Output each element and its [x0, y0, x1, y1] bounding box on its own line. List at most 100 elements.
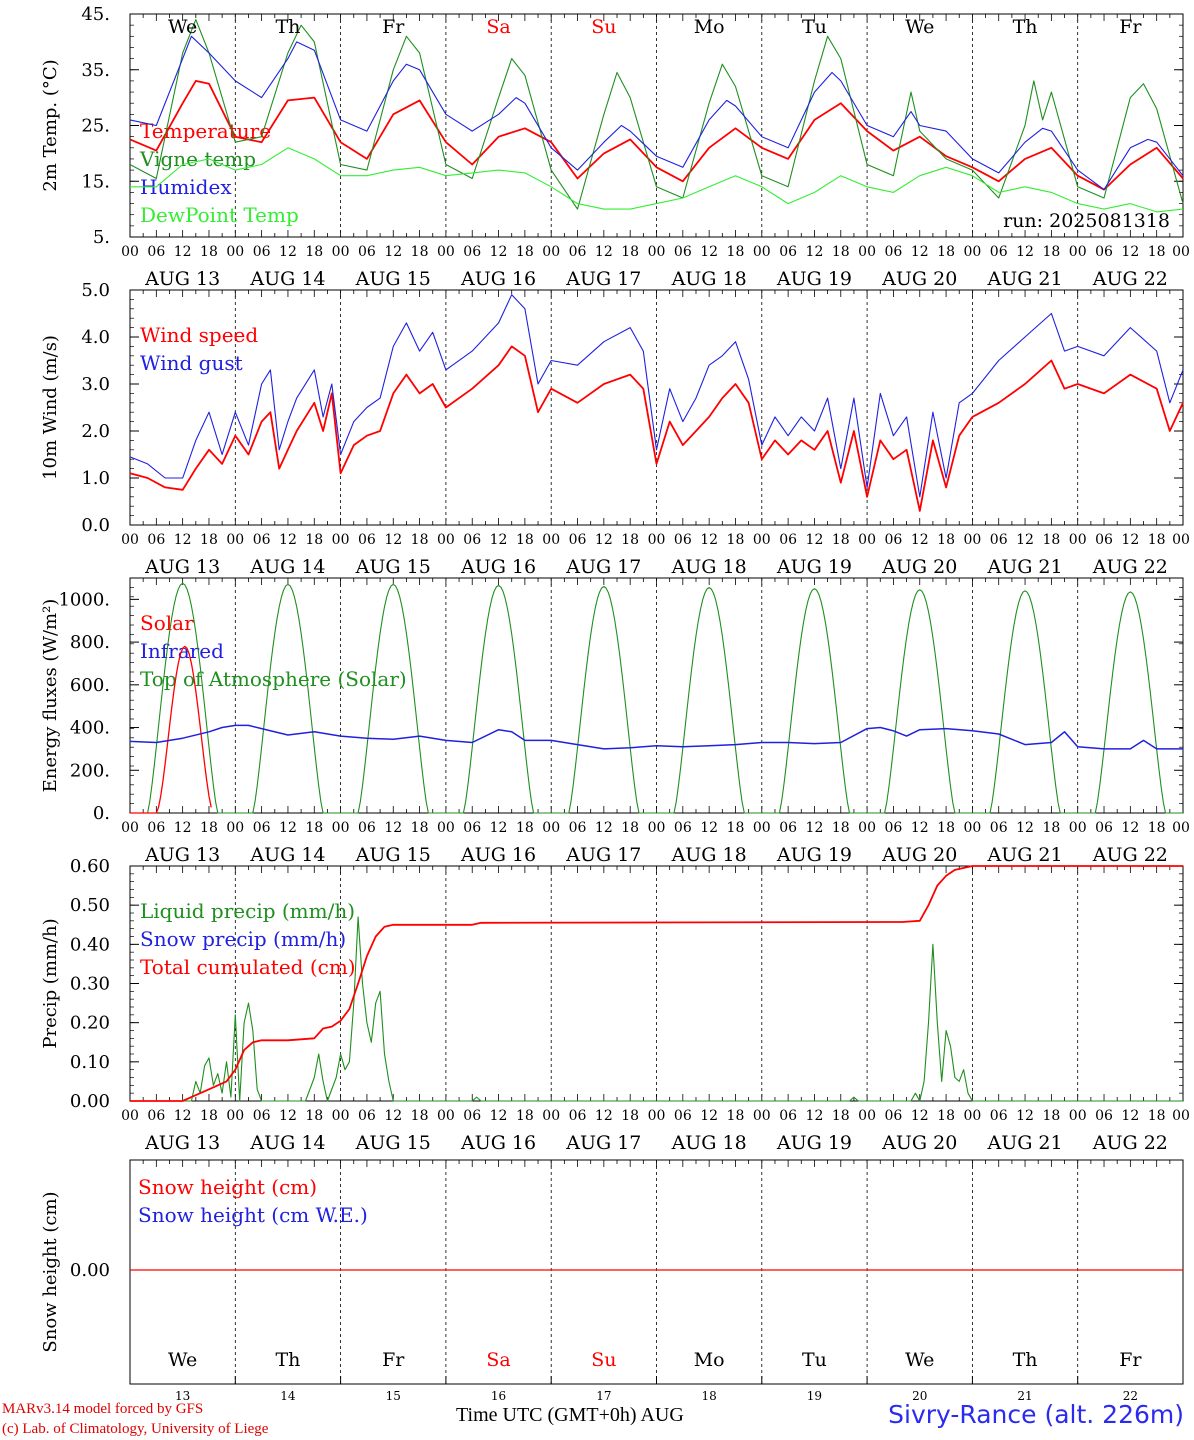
x-hour-label: 12 [595, 244, 613, 260]
x-date-label: AUG 16 [460, 556, 536, 578]
x-hour-label: 06 [147, 532, 165, 548]
y-tick-label: 1000. [58, 589, 110, 610]
x-hour-label: 00 [332, 820, 350, 836]
day-abbr-bottom: Tu [802, 1349, 827, 1371]
day-abbr-bottom: Fr [1119, 1349, 1142, 1371]
y-axis-label: Energy fluxes (W/m²) [40, 599, 61, 793]
x-hour-label: 00 [121, 244, 139, 260]
legend-entry: Top of Atmosphere (Solar) [140, 667, 407, 691]
x-date-label: AUG 20 [881, 844, 957, 866]
x-hour-label: 12 [384, 1108, 402, 1124]
x-date-label: AUG 13 [144, 556, 220, 578]
x-date-label: AUG 15 [355, 268, 431, 290]
x-hour-label: 12 [1121, 244, 1139, 260]
panel-5: 0.00 Snow height (cm) Snow height (cm) Snow… [40, 1159, 1184, 1385]
y-tick-label: 5. [93, 227, 110, 248]
x-hour-label: 12 [174, 820, 192, 836]
x-axis-title: Time UTC (GMT+0h) AUG [456, 1404, 684, 1427]
x-date-label: AUG 18 [671, 844, 747, 866]
y-tick-label: 0.0 [81, 515, 110, 536]
day-abbr-top: Th [275, 16, 300, 38]
y-tick-label: 0.00 [70, 1260, 110, 1281]
x-hour-label: 18 [937, 1108, 955, 1124]
x-hour-label: 06 [674, 1108, 692, 1124]
x-hour-label: 12 [806, 244, 824, 260]
x-hour-label: 06 [463, 244, 481, 260]
x-date-label: AUG 19 [776, 1132, 852, 1154]
day-abbr-bottom: Fr [382, 1349, 405, 1371]
x-hour-label: 06 [253, 820, 271, 836]
day-abbr-top: Su [591, 16, 616, 38]
legend-entry: Liquid precip (mm/h) [140, 899, 355, 923]
x-hour-label: 00 [121, 532, 139, 548]
day-number: 14 [280, 1389, 296, 1403]
humidex-line [129, 35, 1184, 191]
y-tick-label: 2.0 [81, 421, 110, 442]
x-hour-label: 18 [937, 820, 955, 836]
x-hour-label: 18 [727, 820, 745, 836]
x-hour-label: 12 [700, 820, 718, 836]
x-hour-label: 00 [753, 244, 771, 260]
x-hour-label: 18 [727, 244, 745, 260]
x-date-label: AUG 19 [776, 268, 852, 290]
x-hour-label: 00 [963, 820, 981, 836]
x-hour-label: 18 [200, 1108, 218, 1124]
x-hour-label: 18 [1042, 244, 1060, 260]
x-month-label: AUG [640, 1404, 684, 1426]
day-abbr-top: Fr [382, 16, 405, 38]
x-date-label: AUG 21 [986, 556, 1062, 578]
y-tick-label: 0.20 [70, 1013, 110, 1034]
day-abbr-bottom: Su [591, 1349, 616, 1371]
x-hour-label: 06 [253, 1108, 271, 1124]
x-hour-label: 00 [858, 1108, 876, 1124]
x-hour-label: 12 [806, 1108, 824, 1124]
panel-4: 0.60 0.50 0.40 0.30 0.20 0.10 0.00 Precip (mm/h… [40, 856, 1190, 1154]
x-hour-label: 06 [253, 244, 271, 260]
day-abbr-bottom: Sa [486, 1349, 510, 1371]
x-hour-label: 06 [253, 532, 271, 548]
y-axis-label: 2m Temp. (°C) [40, 59, 61, 191]
x-hour-label: 00 [858, 244, 876, 260]
x-hour-label: 00 [648, 820, 666, 836]
x-date-label: AUG 14 [249, 844, 325, 866]
legend-entry: Snow height (cm W.E.) [138, 1203, 368, 1227]
x-hour-label: 06 [885, 1108, 903, 1124]
legend-entry: Snow precip (mm/h) [140, 927, 346, 951]
day-number: 15 [386, 1389, 401, 1403]
x-hour-label: 00 [542, 244, 560, 260]
x-hour-label-end: 00 [1172, 820, 1190, 836]
x-hour-label: 18 [516, 532, 534, 548]
lab-credit: (c) Lab. of Climatology, University of L… [2, 1421, 269, 1437]
x-hour-label: 06 [990, 1108, 1008, 1124]
x-hour-label: 00 [648, 244, 666, 260]
x-hour-label: 00 [332, 532, 350, 548]
x-hour-label: 12 [595, 820, 613, 836]
day-number: 17 [596, 1389, 611, 1403]
x-hour-label: 00 [226, 820, 244, 836]
x-hour-label: 06 [358, 820, 376, 836]
x-hour-label: 06 [674, 532, 692, 548]
x-hour-label: 18 [621, 532, 639, 548]
day-number: 16 [491, 1389, 506, 1403]
x-hour-label: 12 [911, 820, 929, 836]
x-hour-label: 12 [595, 532, 613, 548]
x-hour-label: 18 [305, 1108, 323, 1124]
x-date-label: AUG 16 [460, 1132, 536, 1154]
x-hour-label: 18 [1148, 1108, 1166, 1124]
day-number: 18 [702, 1389, 717, 1403]
x-hour-label: 00 [437, 1108, 455, 1124]
y-tick-label: 25. [81, 116, 110, 137]
x-hour-label: 06 [990, 244, 1008, 260]
day-abbr-top: Fr [1119, 16, 1142, 38]
x-hour-label: 00 [542, 532, 560, 548]
infrared-line [129, 724, 1183, 750]
day-number: 19 [807, 1389, 822, 1403]
day-abbr-bottom: We [905, 1349, 934, 1371]
legend-entry: DewPoint Temp [140, 203, 299, 227]
x-hour-label: 12 [174, 532, 192, 548]
x-hour-label: 18 [516, 1108, 534, 1124]
x-hour-label: 00 [226, 244, 244, 260]
x-hour-label: 00 [332, 244, 350, 260]
x-date-label: AUG 19 [776, 556, 852, 578]
